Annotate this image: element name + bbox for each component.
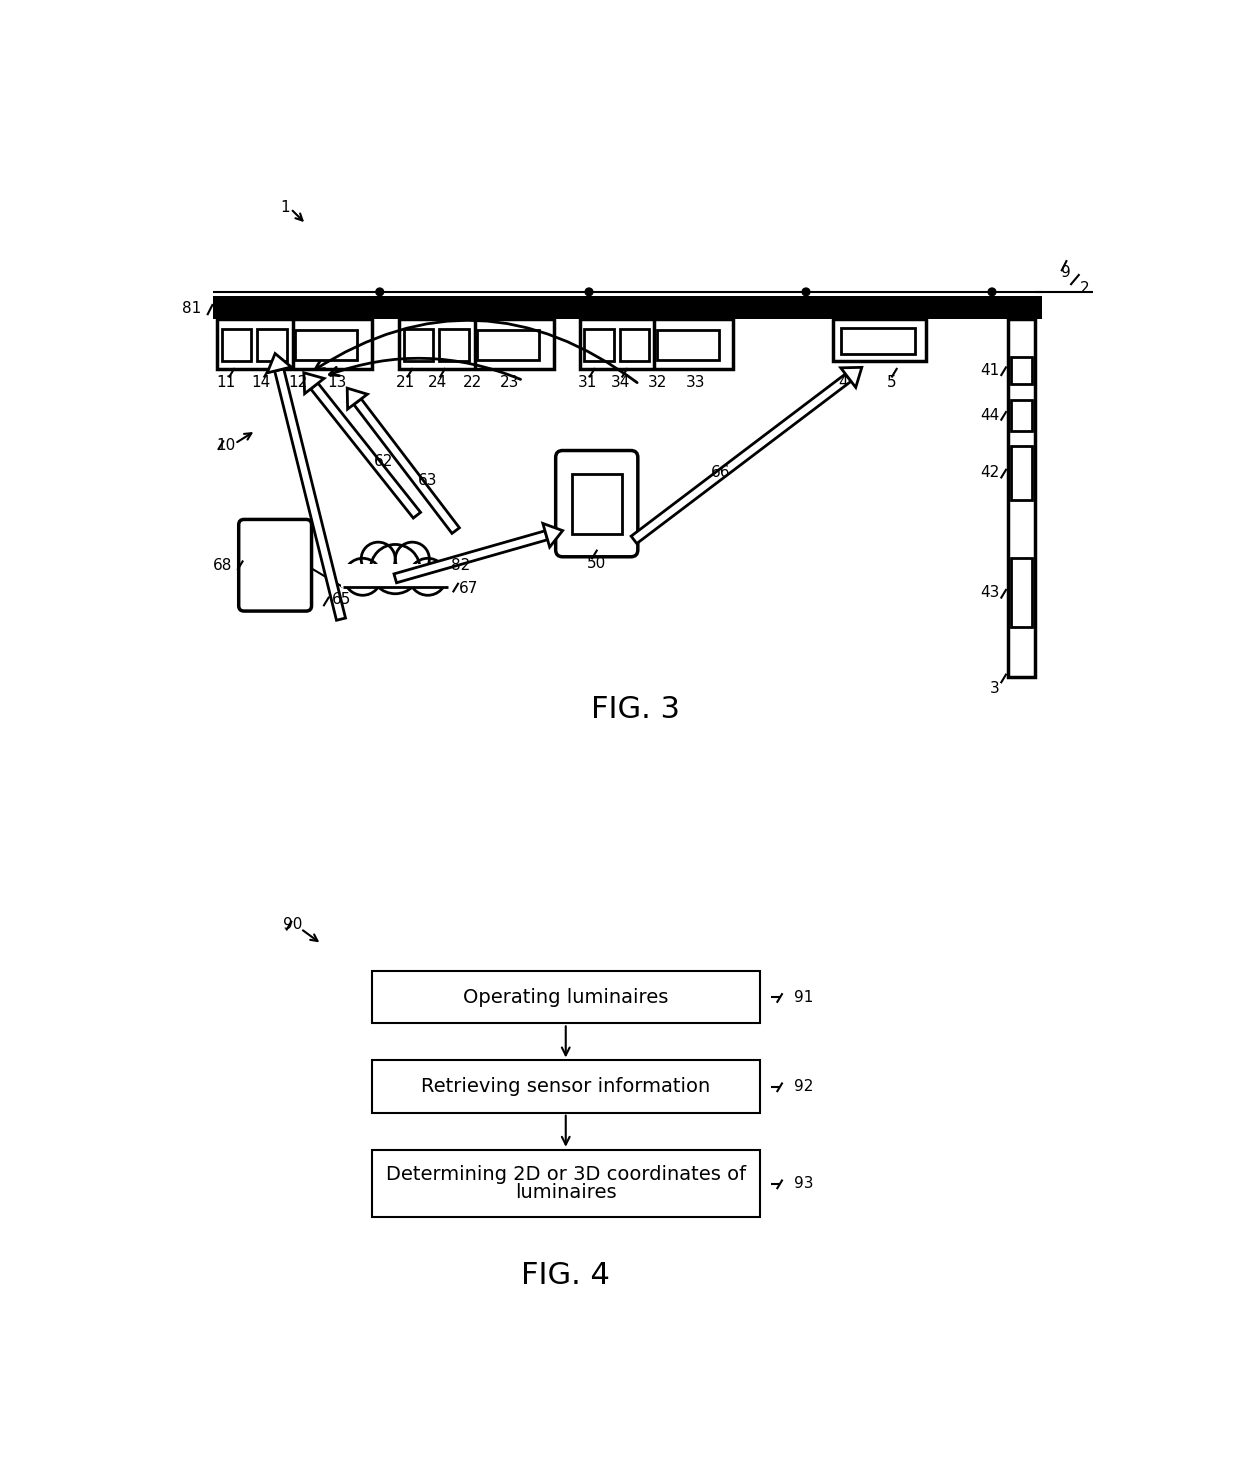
Bar bbox=[404, 329, 433, 362]
Bar bbox=[841, 328, 915, 353]
Text: 43: 43 bbox=[981, 585, 999, 600]
Polygon shape bbox=[353, 398, 459, 534]
Text: 93: 93 bbox=[795, 1176, 813, 1191]
Bar bbox=[341, 563, 449, 587]
FancyBboxPatch shape bbox=[556, 450, 637, 557]
Circle shape bbox=[345, 559, 382, 595]
Text: 81: 81 bbox=[182, 300, 201, 316]
Text: Determining 2D or 3D coordinates of: Determining 2D or 3D coordinates of bbox=[386, 1164, 745, 1183]
Polygon shape bbox=[394, 531, 548, 582]
Text: 33: 33 bbox=[686, 375, 706, 390]
Circle shape bbox=[802, 288, 810, 295]
Text: 62: 62 bbox=[374, 454, 393, 469]
Text: 14: 14 bbox=[252, 375, 270, 390]
Bar bbox=[657, 331, 719, 360]
Text: 12: 12 bbox=[289, 375, 308, 390]
Text: FIG. 4: FIG. 4 bbox=[521, 1261, 610, 1291]
Text: 65: 65 bbox=[332, 592, 351, 607]
Text: 3: 3 bbox=[990, 681, 999, 695]
Text: 5: 5 bbox=[887, 375, 897, 390]
Text: 31: 31 bbox=[578, 375, 598, 390]
Text: 41: 41 bbox=[981, 363, 999, 378]
Text: 68: 68 bbox=[213, 557, 233, 573]
Text: 21: 21 bbox=[396, 375, 415, 390]
Text: 34: 34 bbox=[610, 375, 630, 390]
Polygon shape bbox=[275, 369, 346, 620]
Text: 22: 22 bbox=[463, 375, 482, 390]
Polygon shape bbox=[311, 384, 420, 517]
Text: 44: 44 bbox=[981, 407, 999, 422]
Polygon shape bbox=[543, 523, 563, 547]
Bar bbox=[399, 319, 554, 369]
Bar bbox=[1011, 400, 1032, 431]
Circle shape bbox=[585, 288, 593, 295]
Bar bbox=[584, 329, 614, 362]
Bar bbox=[572, 475, 621, 535]
Text: 63: 63 bbox=[418, 473, 438, 488]
Text: 23: 23 bbox=[500, 375, 520, 390]
Text: 66: 66 bbox=[711, 466, 730, 481]
Polygon shape bbox=[267, 353, 291, 373]
Text: 42: 42 bbox=[981, 466, 999, 481]
Bar bbox=[295, 331, 357, 360]
Bar bbox=[258, 329, 286, 362]
Bar bbox=[476, 331, 538, 360]
Text: 24: 24 bbox=[428, 375, 448, 390]
Bar bbox=[833, 319, 926, 362]
Bar bbox=[1007, 319, 1034, 676]
Text: Retrieving sensor information: Retrieving sensor information bbox=[422, 1078, 711, 1097]
Text: 82: 82 bbox=[451, 557, 471, 573]
FancyBboxPatch shape bbox=[238, 519, 311, 612]
Polygon shape bbox=[631, 373, 851, 544]
Bar bbox=[1011, 445, 1032, 500]
Bar bbox=[372, 972, 759, 1023]
Bar bbox=[372, 1060, 759, 1113]
Text: 11: 11 bbox=[217, 375, 236, 390]
Text: 4: 4 bbox=[838, 375, 848, 390]
Bar bbox=[580, 319, 733, 369]
Text: Operating luminaires: Operating luminaires bbox=[463, 988, 668, 1007]
Bar bbox=[213, 295, 1043, 319]
Polygon shape bbox=[304, 373, 324, 394]
Circle shape bbox=[396, 542, 429, 576]
Bar bbox=[620, 329, 650, 362]
Circle shape bbox=[361, 542, 396, 576]
Text: 10: 10 bbox=[217, 438, 236, 453]
Bar bbox=[1011, 557, 1032, 626]
Text: FIG. 3: FIG. 3 bbox=[591, 695, 680, 723]
Bar bbox=[439, 329, 469, 362]
Circle shape bbox=[988, 288, 996, 295]
Polygon shape bbox=[841, 368, 862, 388]
Bar bbox=[1011, 357, 1032, 384]
Text: 92: 92 bbox=[795, 1079, 813, 1094]
Text: 90: 90 bbox=[283, 917, 303, 932]
Circle shape bbox=[409, 559, 446, 595]
Text: 13: 13 bbox=[327, 375, 347, 390]
Bar bbox=[217, 319, 372, 369]
Text: 2: 2 bbox=[1080, 281, 1090, 295]
Circle shape bbox=[371, 544, 420, 594]
Text: 91: 91 bbox=[795, 989, 813, 1004]
Text: 1: 1 bbox=[280, 200, 290, 215]
Polygon shape bbox=[347, 388, 367, 409]
Bar bbox=[222, 329, 250, 362]
Text: 9: 9 bbox=[1060, 265, 1070, 281]
Text: 50: 50 bbox=[587, 556, 606, 572]
Text: luminaires: luminaires bbox=[515, 1183, 616, 1202]
Circle shape bbox=[376, 288, 383, 295]
Text: 32: 32 bbox=[647, 375, 667, 390]
Text: 67: 67 bbox=[459, 581, 479, 595]
Bar bbox=[372, 1150, 759, 1217]
